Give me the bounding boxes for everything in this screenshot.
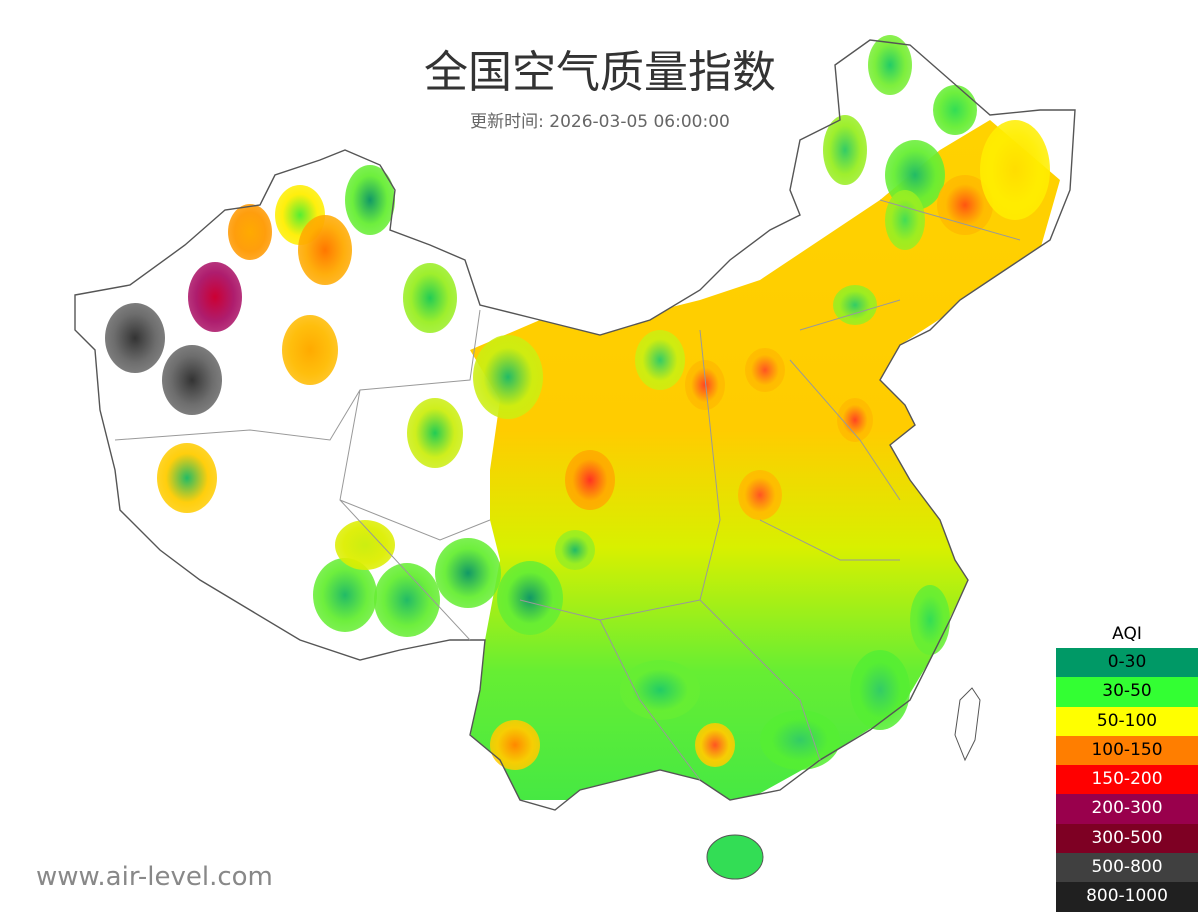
map-title: 全国空气质量指数 [424, 47, 776, 98]
aqi-station-spot [473, 335, 543, 419]
legend-item: 30-50 [1056, 677, 1198, 707]
aqi-station-spot [685, 360, 725, 410]
aqi-station-spot [497, 561, 563, 635]
site-watermark: www.air-level.com [36, 862, 273, 892]
aqi-station-spot [760, 710, 840, 770]
taiwan-island [954, 687, 981, 762]
legend-item: 150-200 [1056, 765, 1198, 795]
aqi-station-spot [313, 558, 377, 632]
aqi-station-spot [933, 85, 977, 135]
aqi-station-spot [745, 348, 785, 392]
legend-item: 800-1000 [1056, 882, 1198, 912]
aqi-station-spot [885, 190, 925, 250]
province-borders [114, 199, 1021, 781]
aqi-station-spot [620, 660, 700, 720]
aqi-legend: AQI 0-30 30-50 50-100 100-150 150-200 200-300… [1056, 620, 1198, 912]
aqi-station-spot [850, 650, 910, 730]
legend-item: 0-30 [1056, 648, 1198, 678]
legend-item: 100-150 [1056, 735, 1198, 766]
aqi-station-spot [833, 285, 877, 325]
aqi-station-spot [910, 585, 950, 655]
aqi-station-spot [105, 303, 165, 373]
hainan-island [706, 834, 764, 880]
aqi-station-spot [980, 120, 1050, 220]
aqi-station-spot [738, 470, 782, 520]
china-border [74, 39, 1076, 811]
eastern-aqi-field [470, 120, 1060, 810]
legend-item: 300-500 [1056, 823, 1198, 854]
aqi-station-spot [162, 345, 222, 415]
update-time: 更新时间: 2026-03-05 06:00:00 [470, 112, 730, 132]
legend-item: 50-100 [1056, 706, 1198, 736]
aqi-station-spot [635, 330, 685, 390]
aqi-station-spot [565, 450, 615, 510]
aqi-station-spot [868, 35, 912, 95]
aqi-station-spot [407, 398, 463, 468]
aqi-station-spot [298, 215, 352, 285]
aqi-station-spot [188, 262, 242, 332]
aqi-station-spot [228, 204, 272, 260]
aqi-station-spot [345, 165, 395, 235]
aqi-station-spot [403, 263, 457, 333]
aqi-station-spot [490, 720, 540, 770]
aqi-station-spot [374, 563, 440, 637]
legend-title: AQI [1112, 624, 1142, 644]
legend-item: 200-300 [1056, 794, 1198, 824]
aqi-station-spot [555, 530, 595, 570]
aqi-station-spot [435, 538, 501, 608]
aqi-station-spot [282, 315, 338, 385]
aqi-station-spot [823, 115, 867, 185]
aqi-station-spot [837, 398, 873, 442]
aqi-station-spot [157, 443, 217, 513]
aqi-station-spot [695, 723, 735, 767]
legend-item: 500-800 [1056, 853, 1198, 883]
aqi-station-spot [335, 520, 395, 570]
